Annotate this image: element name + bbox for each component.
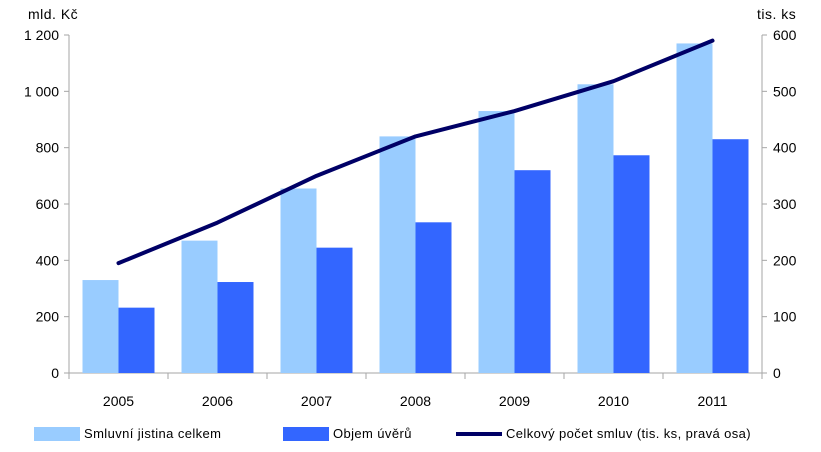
x-axis-tick-label: 2007 [301, 393, 332, 409]
right-axis-unit-label: tis. ks [757, 6, 797, 22]
bar-objem-uveru [712, 139, 749, 373]
right-axis-tick-label: 300 [773, 196, 797, 212]
bar-objem-uveru [316, 247, 353, 373]
bar-smluvni-jistina [379, 136, 416, 373]
left-axis-tick-label: 1 200 [24, 27, 59, 43]
legend-label-pocet-smluv: Celkový počet smluv (tis. ks, pravá osa) [506, 426, 752, 441]
chart: 0 200 400 600 800 1 000 1 200 0 100 200 300 400 500 6… [24, 27, 797, 409]
line-pocet-smluv [116, 38, 715, 266]
right-axis-tick-label: 200 [773, 252, 797, 268]
bar-smluvni-jistina [577, 84, 614, 374]
right-axis-tick-label: 600 [773, 27, 797, 43]
right-axis-tick-label: 100 [773, 309, 797, 325]
left-axis-tick-label: 1 000 [24, 83, 59, 99]
legend-swatch-objem-uveru [283, 426, 329, 441]
x-axis-tick-label: 2010 [598, 393, 629, 409]
x-axis-tick-label: 2008 [400, 393, 431, 409]
right-axis-tick-label: 400 [773, 140, 797, 156]
bar-smluvni-jistina [181, 240, 218, 373]
left-axis-tick-label: 800 [36, 140, 60, 156]
legend-item-smluvni-jistina: Smluvní jistina celkem [34, 426, 221, 441]
bar-smluvni-jistina [478, 111, 515, 374]
bar-objem-uveru [415, 222, 452, 373]
legend-label-smluvni-jistina: Smluvní jistina celkem [84, 426, 222, 441]
right-axis-tick-label: 0 [773, 365, 781, 381]
x-axis-tick-label: 2005 [103, 393, 134, 409]
bar-smluvni-jistina [280, 188, 317, 373]
legend-item-pocet-smluv: Celkový počet smluv (tis. ks, pravá osa) [456, 426, 751, 441]
x-axis-tick-label: 2006 [202, 393, 233, 409]
x-axis-tick-label: 2011 [697, 393, 727, 409]
bar-smluvni-jistina [82, 280, 119, 373]
bar-objem-uveru [514, 170, 551, 373]
left-axis-tick-label: 0 [51, 365, 59, 381]
left-axis-tick-label: 400 [36, 252, 60, 268]
legend-label-objem-uveru: Objem úvěrů [333, 426, 412, 441]
legend-swatch-pocet-smluv [456, 431, 502, 436]
left-axis-tick-label: 200 [36, 309, 60, 325]
bar-objem-uveru [613, 155, 650, 373]
bar-objem-uveru [118, 307, 155, 373]
legend: Smluvní jistina celkem Objem úvěrů Celko… [0, 426, 821, 446]
legend-swatch-smluvni-jistina [34, 426, 80, 441]
left-axis-tick-label: 600 [36, 196, 60, 212]
right-axis-tick-label: 500 [773, 83, 797, 99]
legend-item-objem-uveru: Objem úvěrů [283, 426, 412, 441]
x-axis-tick-label: 2009 [499, 393, 530, 409]
bar-objem-uveru [217, 282, 254, 373]
bar-smluvni-jistina [676, 43, 713, 373]
left-axis-unit-label: mld. Kč [28, 6, 79, 22]
